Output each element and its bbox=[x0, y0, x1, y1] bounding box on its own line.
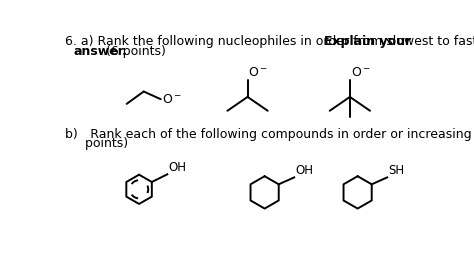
Text: SH: SH bbox=[388, 164, 404, 177]
Text: OH: OH bbox=[168, 161, 186, 174]
Text: Explain your: Explain your bbox=[324, 35, 411, 48]
Text: (6 points): (6 points) bbox=[102, 45, 166, 57]
Text: OH: OH bbox=[295, 164, 313, 177]
Text: answer.: answer. bbox=[73, 45, 127, 57]
Text: b) Rank each of the following compounds in order or increasing acidity. (1 = lea: b) Rank each of the following compounds … bbox=[64, 128, 474, 141]
Text: points): points) bbox=[64, 137, 128, 150]
Text: O$^-$: O$^-$ bbox=[162, 93, 182, 106]
Text: O$^-$: O$^-$ bbox=[248, 66, 268, 79]
Text: O$^-$: O$^-$ bbox=[351, 66, 371, 79]
Text: 6. a) Rank the following nucleophiles in order from slowest to fastest ( 1 = slo: 6. a) Rank the following nucleophiles in… bbox=[64, 35, 474, 48]
